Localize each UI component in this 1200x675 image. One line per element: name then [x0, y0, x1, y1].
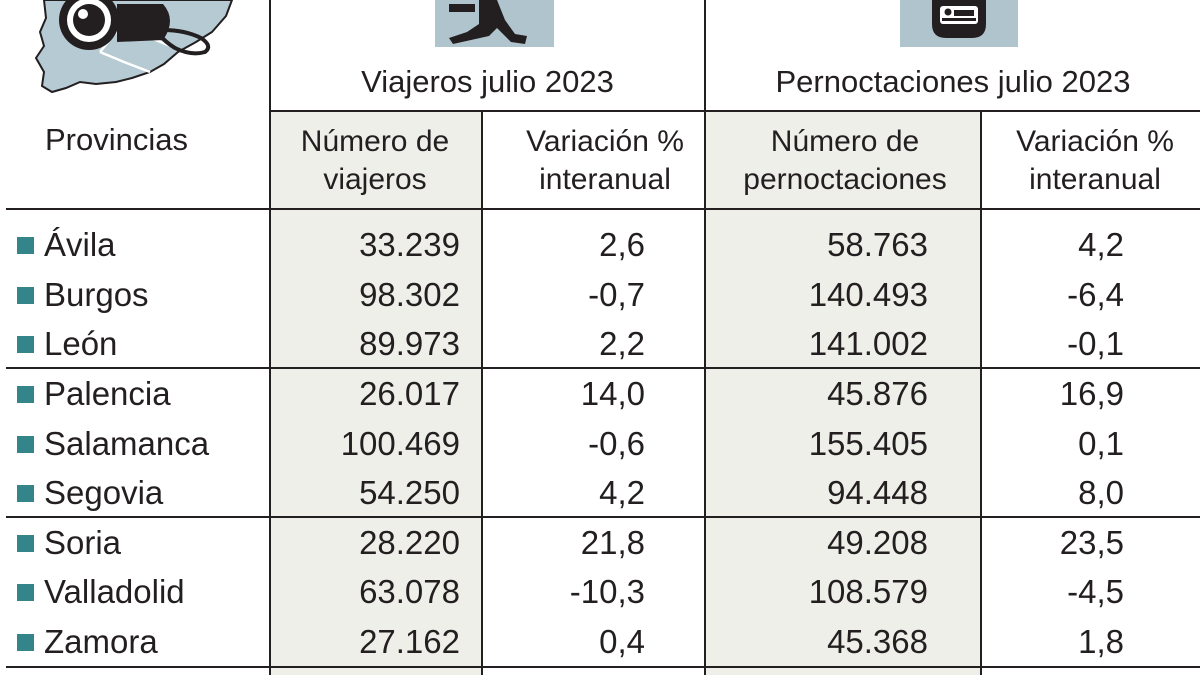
grid-line-h-header — [6, 208, 1200, 210]
overnights-count-cell: 141.002 — [808, 325, 928, 362]
travelers-change-cell: 14,0 — [580, 375, 645, 412]
overnights-change-cell: 23,5 — [1059, 524, 1124, 561]
overnights-change-header: Variación % interanual — [1016, 125, 1174, 196]
row-marker-icon — [17, 336, 34, 353]
overnights-count-header: Número de pernoctaciones — [743, 125, 947, 196]
grid-line-h-bottom — [6, 666, 1200, 668]
province-name-cell: Ávila — [44, 226, 116, 263]
row-marker-icon — [17, 287, 34, 304]
travelers-count-cell: 100.469 — [340, 425, 460, 462]
travelers-count-cell: 89.973 — [359, 325, 460, 362]
grid-line-h-groups — [269, 110, 1200, 112]
overnights-count-cell: 45.368 — [827, 623, 928, 660]
overnights-picto — [900, 0, 1018, 47]
table-row: Ávila 33.239 2,6 58.763 4,2 — [0, 220, 1200, 270]
table-row: Segovia 54.250 4,2 94.448 8,0 — [0, 468, 1200, 518]
overnights-count-cell: 108.579 — [808, 573, 928, 610]
grid-line-h-block2 — [6, 516, 1200, 518]
province-name-cell: Segovia — [44, 474, 164, 511]
overnights-change-cell: 0,1 — [1078, 425, 1124, 462]
overnights-change-cell: 16,9 — [1059, 375, 1124, 412]
travelers-change-cell: -0,6 — [588, 425, 645, 462]
table-row: León 89.973 2,2 141.002 -0,1 — [0, 319, 1200, 369]
row-marker-icon — [17, 584, 34, 601]
province-name-cell: Palencia — [44, 375, 171, 412]
travelers-change-cell: 21,8 — [580, 524, 645, 561]
overnights-change-cell: 1,8 — [1078, 623, 1124, 660]
travelers-count-cell: 27.162 — [359, 623, 460, 660]
travelers-count-cell: 98.302 — [359, 276, 460, 313]
overnights-change-cell: 4,2 — [1078, 226, 1124, 263]
row-marker-icon — [17, 535, 34, 552]
overnights-count-cell: 94.448 — [827, 474, 928, 511]
row-marker-icon — [17, 386, 34, 403]
travelers-count-cell: 33.239 — [359, 226, 460, 263]
overnights-change-cell: -0,1 — [1067, 325, 1124, 362]
province-name-cell: Zamora — [44, 623, 158, 660]
table-row: Burgos 98.302 -0,7 140.493 -6,4 — [0, 270, 1200, 320]
overnights-count-cell: 140.493 — [808, 276, 928, 313]
province-name-cell: Burgos — [44, 276, 149, 313]
travelers-change-cell: -10,3 — [569, 573, 645, 610]
province-name-cell: León — [44, 325, 118, 362]
travelers-count-column-shade — [271, 112, 482, 675]
provinces-header: Provincias — [45, 122, 188, 157]
travelers-count-cell: 54.250 — [359, 474, 460, 511]
travelers-change-cell: 0,4 — [599, 623, 645, 660]
walking-traveler-icon — [449, 0, 527, 44]
row-marker-icon — [17, 436, 34, 453]
table-row: Soria 28.220 21,8 49.208 23,5 — [0, 518, 1200, 568]
overnights-count-column-shade — [706, 112, 981, 675]
grid-line-v1 — [269, 0, 271, 675]
travelers-count-header: Número de viajeros — [300, 125, 450, 196]
table-row: Salamanca 100.469 -0,6 155.405 0,1 — [0, 419, 1200, 469]
travelers-count-cell: 63.078 — [359, 573, 460, 610]
hotel-bed-icon — [932, 0, 986, 38]
travelers-group-title: Viajeros julio 2023 — [361, 64, 614, 99]
province-name-cell: Valladolid — [44, 573, 185, 610]
travelers-count-cell: 28.220 — [359, 524, 460, 561]
travelers-change-cell: 4,2 — [599, 474, 645, 511]
grid-line-v4 — [980, 112, 982, 675]
overnights-count-cell: 45.876 — [827, 375, 928, 412]
overnights-group-title: Pernoctaciones julio 2023 — [775, 64, 1131, 99]
travelers-change-cell: 2,2 — [599, 325, 645, 362]
travelers-change-cell: -0,7 — [588, 276, 645, 313]
camera-icon — [59, 0, 211, 56]
overnights-count-cell: 155.405 — [808, 425, 928, 462]
table-row: Palencia 26.017 14,0 45.876 16,9 — [0, 369, 1200, 419]
grid-line-h-block1 — [6, 367, 1200, 369]
province-name-cell: Soria — [44, 524, 122, 561]
travelers-change-header: Variación % interanual — [526, 125, 684, 196]
overnights-change-cell: -4,5 — [1067, 573, 1124, 610]
row-marker-icon — [17, 237, 34, 254]
row-marker-icon — [17, 634, 34, 651]
travelers-picto — [435, 0, 554, 47]
table-row: Valladolid 63.078 -10,3 108.579 -4,5 — [0, 567, 1200, 617]
overnights-change-cell: 8,0 — [1078, 474, 1124, 511]
row-marker-icon — [17, 485, 34, 502]
grid-line-v3 — [704, 0, 706, 675]
overnights-count-cell: 58.763 — [827, 226, 928, 263]
travelers-count-cell: 26.017 — [359, 375, 460, 412]
travelers-change-cell: 2,6 — [599, 226, 645, 263]
table-row: Zamora 27.162 0,4 45.368 1,8 — [0, 617, 1200, 667]
overnights-count-cell: 49.208 — [827, 524, 928, 561]
overnights-change-cell: -6,4 — [1067, 276, 1124, 313]
grid-line-v2 — [481, 112, 483, 675]
province-name-cell: Salamanca — [44, 425, 210, 462]
